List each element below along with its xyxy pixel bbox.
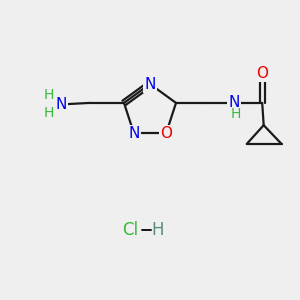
Text: H: H: [44, 88, 54, 102]
Text: N: N: [228, 95, 240, 110]
Text: H: H: [230, 107, 241, 121]
Text: N: N: [56, 97, 67, 112]
Text: Cl: Cl: [123, 221, 139, 239]
Text: O: O: [160, 126, 172, 141]
Text: O: O: [256, 66, 268, 81]
Text: H: H: [151, 221, 164, 239]
Text: N: N: [144, 76, 156, 92]
Text: N: N: [128, 126, 140, 141]
Text: H: H: [44, 106, 54, 120]
